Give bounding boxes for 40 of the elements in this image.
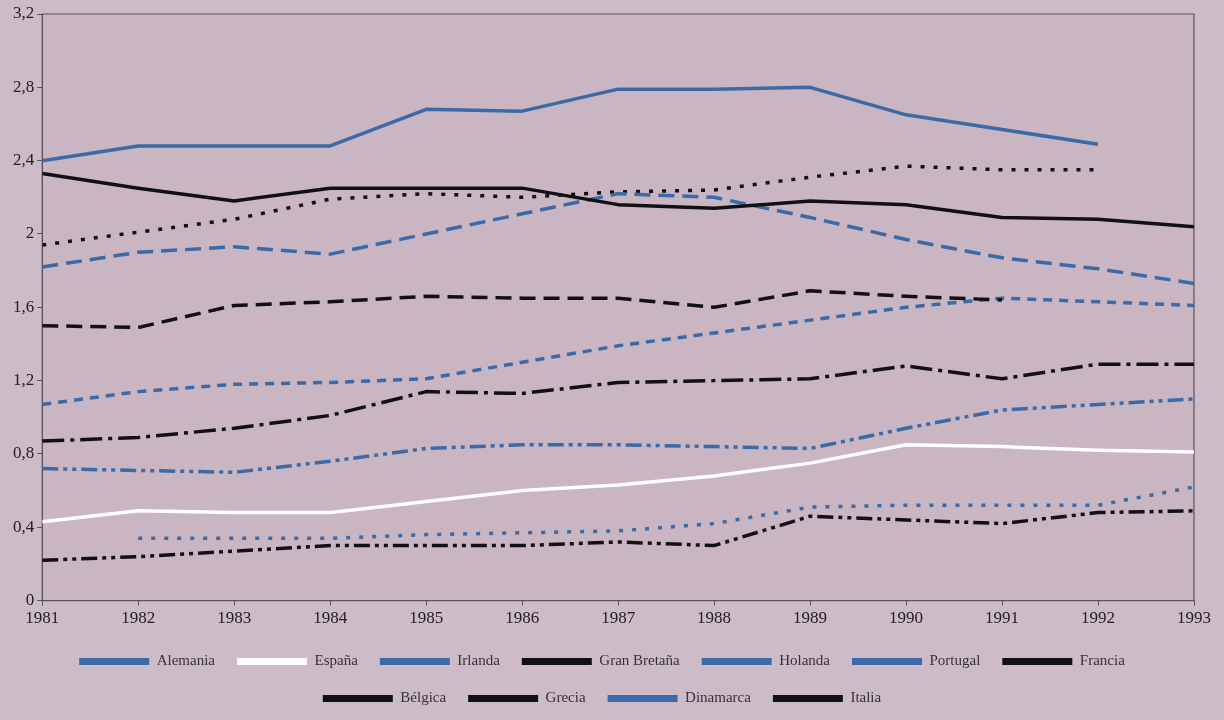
y-tick-label: 0,4 <box>13 516 35 536</box>
x-tick-label: 1981 <box>25 608 60 628</box>
legend-label: Irlanda <box>457 652 501 669</box>
x-tick-label: 1986 <box>505 608 540 628</box>
x-tick-label: 1985 <box>409 608 444 628</box>
line-series <box>42 509 1194 563</box>
x-tick-label: 1988 <box>697 608 732 628</box>
legend-label: Italia <box>850 689 882 706</box>
x-tick-label: 1992 <box>1081 608 1116 628</box>
y-tick-label: 2,8 <box>13 76 35 96</box>
y-tick-label: 0 <box>25 590 35 610</box>
line-series <box>42 191 1194 286</box>
x-tick-label: 1982 <box>121 608 156 628</box>
x-tick-label: 1991 <box>985 608 1020 628</box>
legend-label: Gran Bretaña <box>599 652 681 669</box>
line-series <box>42 289 1004 330</box>
legend-label: Portugal <box>929 652 981 669</box>
x-tick-label: 1993 <box>1177 608 1211 628</box>
y-tick-label: 1,6 <box>13 296 35 316</box>
line-series <box>42 362 1194 443</box>
y-tick-label: 0,8 <box>13 443 35 463</box>
x-tick-label: 1987 <box>601 608 636 628</box>
legend-label: Dinamarca <box>685 689 752 706</box>
x-tick-label: 1990 <box>889 608 924 628</box>
legend-label: Grecia <box>545 689 586 706</box>
line-series <box>42 296 1194 407</box>
legend-label: España <box>314 652 359 669</box>
legend-label: Holanda <box>779 652 831 669</box>
line-series <box>42 397 1194 475</box>
legend-label: Bélgica <box>400 689 447 706</box>
x-tick-label: 1984 <box>313 608 348 628</box>
y-tick-label: 2 <box>25 223 35 243</box>
x-tick-label: 1983 <box>217 608 252 628</box>
y-tick-label: 1,2 <box>13 370 35 390</box>
y-tick-label: 2,4 <box>13 150 35 170</box>
legend-label: Francia <box>1079 652 1126 669</box>
legend-label: Alemania <box>156 652 216 669</box>
y-tick-label: 3,2 <box>13 3 35 23</box>
line-series <box>136 485 1194 541</box>
x-tick-label: 1989 <box>793 608 828 628</box>
